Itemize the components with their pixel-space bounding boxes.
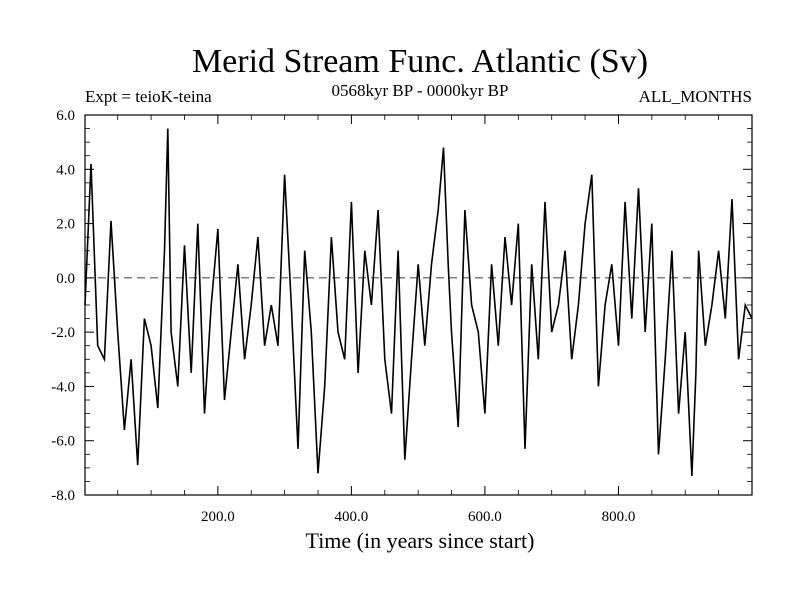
axis-ticks	[85, 114, 752, 496]
y-tick-labels: 6.0 4.0 2.0 0.0 -2.0 -4.0 -6.0 -8.0	[51, 108, 75, 504]
x-tick-label: 600.0	[468, 509, 502, 525]
y-tick-label: -6.0	[51, 434, 75, 450]
time-range-label: 0568kyr BP - 0000kyr BP	[332, 81, 509, 100]
y-tick-label: 6.0	[56, 108, 75, 124]
series-layer	[84, 128, 753, 477]
x-tick-label: 400.0	[335, 509, 369, 525]
y-tick-label: 4.0	[56, 162, 75, 178]
x-axis-title: Time (in years since start)	[306, 528, 535, 553]
months-label: ALL_MONTHS	[639, 87, 752, 106]
y-tick-label: -8.0	[51, 488, 75, 504]
y-tick-label: -4.0	[51, 379, 75, 395]
plot-frame	[84, 114, 753, 496]
experiment-label: Expt = teioK-teina	[85, 87, 212, 106]
y-tick-label: 0.0	[56, 271, 75, 287]
y-tick-label: 2.0	[56, 217, 75, 233]
y-tick-label: -2.0	[51, 325, 75, 341]
x-tick-label: 800.0	[602, 509, 636, 525]
x-tick-labels: 200.0 400.0 600.0 800.0	[201, 509, 635, 525]
x-tick-label: 200.0	[201, 509, 235, 525]
chart-title: Merid Stream Func. Atlantic (Sv)	[192, 43, 648, 80]
series-line	[84, 128, 753, 477]
